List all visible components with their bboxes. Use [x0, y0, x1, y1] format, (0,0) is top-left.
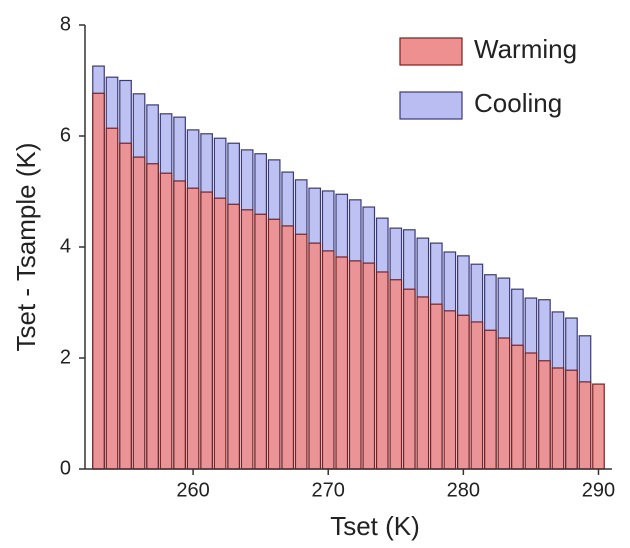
bar [497, 337, 511, 470]
x-tick-label: 280 [447, 479, 480, 501]
bar [321, 250, 335, 470]
bar [92, 92, 105, 470]
bar [173, 180, 186, 470]
bar [443, 310, 457, 470]
bar [470, 321, 484, 470]
bar [457, 314, 470, 470]
y-tick-label: 4 [60, 235, 71, 257]
legend-swatch [399, 37, 463, 66]
legend-label: Warming [474, 34, 577, 64]
bar [389, 279, 403, 470]
bar [159, 172, 173, 470]
bar [308, 242, 322, 470]
bar [511, 344, 524, 470]
bar [335, 256, 349, 470]
y-tick-label: 6 [60, 124, 71, 146]
bar [146, 163, 159, 470]
y-tick-label: 0 [60, 457, 71, 479]
x-axis-title: Tset (K) [330, 511, 420, 541]
bar [105, 127, 119, 470]
bar [213, 197, 227, 470]
bar [186, 187, 200, 470]
bar [227, 203, 240, 470]
bar [524, 352, 538, 470]
bar [267, 218, 281, 470]
bar [565, 369, 578, 470]
y-tick-label: 8 [60, 13, 71, 35]
x-tick-label: 270 [312, 479, 345, 501]
y-tick-label: 2 [60, 346, 71, 368]
bar [240, 209, 254, 470]
bar [254, 213, 268, 470]
x-tick-label: 260 [176, 479, 209, 501]
x-tick-label: 290 [582, 479, 615, 501]
bar [402, 288, 416, 470]
bar [200, 191, 213, 470]
bar [538, 360, 551, 470]
bar [362, 262, 376, 470]
bar [294, 233, 308, 470]
y-axis-title: Tset - Tsample (K) [11, 142, 41, 351]
bar [416, 296, 430, 470]
legend-label: Cooling [474, 88, 562, 118]
bar [551, 367, 565, 470]
bar [578, 381, 592, 470]
bar [348, 260, 362, 470]
bar [132, 156, 146, 470]
bar [429, 303, 443, 470]
bar [119, 142, 132, 470]
bar [484, 329, 497, 470]
legend-swatch [399, 91, 463, 120]
bar [592, 383, 605, 470]
bar [375, 271, 389, 470]
bar [281, 225, 295, 470]
